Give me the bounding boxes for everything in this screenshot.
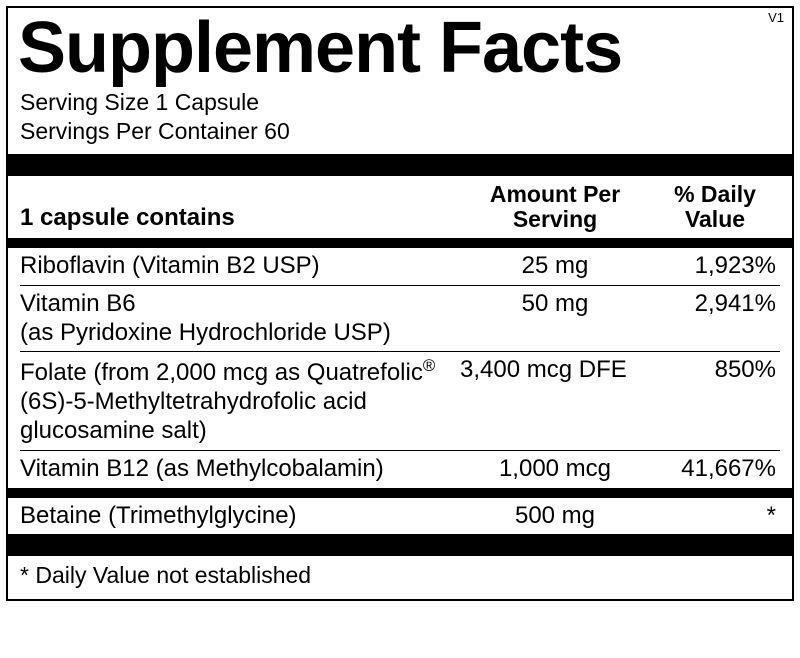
panel-title: Supplement Facts	[8, 12, 792, 84]
table-row: Folate (from 2,000 mcg as Quatrefolic®(6…	[20, 352, 780, 450]
nutrient-dv: *	[650, 502, 780, 531]
supplement-facts-panel: V1 Supplement Facts Serving Size 1 Capsu…	[6, 6, 794, 601]
mid-rule-2	[8, 488, 792, 498]
nutrient-name: Betaine (Trimethylglycine)	[20, 502, 460, 531]
nutrient-amount: 500 mg	[460, 502, 650, 531]
column-headers: 1 capsule contains Amount PerServing % D…	[8, 176, 792, 239]
nutrient-name: Riboflavin (Vitamin B2 USP)	[20, 252, 460, 281]
nutrient-dv: 1,923%	[650, 252, 780, 281]
nutrient-dv: 2,941%	[650, 290, 780, 319]
header-contains: 1 capsule contains	[20, 204, 460, 232]
nutrient-name: Vitamin B12 (as Methylcobalamin)	[20, 455, 460, 484]
header-amount: Amount PerServing	[460, 182, 650, 233]
servings-per-container: Servings Per Container 60	[20, 117, 780, 146]
table-row: Betaine (Trimethylglycine) 500 mg *	[20, 498, 780, 535]
nutrient-amount: 25 mg	[460, 252, 650, 281]
nutrient-amount: 1,000 mcg	[460, 455, 650, 484]
nutrient-amount: 50 mg	[460, 290, 650, 319]
thick-rule-top	[8, 154, 792, 176]
version-tag: V1	[768, 10, 784, 25]
nutrient-name: Folate (from 2,000 mcg as Quatrefolic®(6…	[20, 356, 460, 445]
serving-info: Serving Size 1 Capsule Servings Per Cont…	[8, 84, 792, 154]
serving-size: Serving Size 1 Capsule	[20, 88, 780, 117]
table-row: Riboflavin (Vitamin B2 USP) 25 mg 1,923%	[20, 248, 780, 286]
nutrient-dv: 41,667%	[650, 455, 780, 484]
mid-rule-1	[8, 238, 792, 248]
table-row: Vitamin B12 (as Methylcobalamin) 1,000 m…	[20, 451, 780, 488]
thick-rule-bottom	[8, 534, 792, 556]
header-dv: % DailyValue	[650, 182, 780, 233]
nutrient-dv: 850%	[650, 356, 780, 385]
nutrient-rows-section2: Betaine (Trimethylglycine) 500 mg *	[8, 498, 792, 535]
nutrient-name: Vitamin B6(as Pyridoxine Hydrochloride U…	[20, 290, 460, 348]
table-row: Vitamin B6(as Pyridoxine Hydrochloride U…	[20, 286, 780, 353]
footnote: * Daily Value not established	[8, 556, 792, 599]
nutrient-rows-section1: Riboflavin (Vitamin B2 USP) 25 mg 1,923%…	[8, 248, 792, 488]
nutrient-amount: 3,400 mcg DFE	[460, 356, 650, 385]
